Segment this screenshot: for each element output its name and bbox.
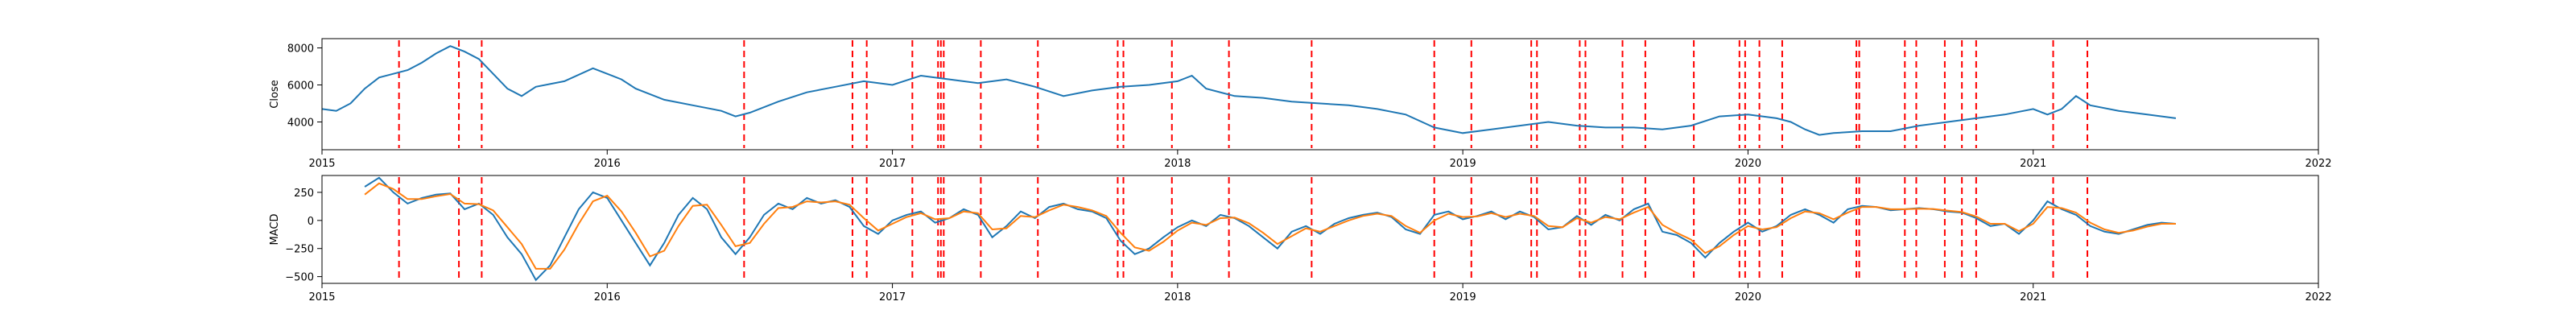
macd-signal-line [364,182,2176,270]
macd-x-tick-label-3: 2018 [1164,291,1191,303]
macd-x-tick-label-1: 2016 [594,291,621,303]
close-y-tick-label-2: 8000 [287,43,314,56]
macd-y-axis-label: MACD [269,214,281,246]
close-y-axis-label: Close [269,80,281,108]
macd-y-tick-label-3: 250 [294,188,314,200]
macd-x-tick-label-6: 2021 [2020,291,2046,303]
close-x-tick-label-5: 2020 [1735,158,1761,170]
close-axes-frame [321,38,2319,151]
macd-y-tick-label-1: −250 [285,244,314,256]
macd-x-tick-label-0: 2015 [308,291,335,303]
close-x-tick-label-6: 2021 [2020,158,2046,170]
macd-y-ticks: −500 −250 0 250 [285,188,322,284]
close-x-tick-label-4: 2019 [1450,158,1476,170]
close-y-ticks: 4000 6000 8000 [287,43,322,130]
macd-panel: −500 −250 0 250 2015 2016 2017 2018 2019 2020 202… [269,175,2332,303]
close-x-tick-label-0: 2015 [308,158,335,170]
close-signal-lines [398,40,2089,148]
close-y-tick-label-1: 6000 [287,80,314,93]
close-x-tick-label-3: 2018 [1164,158,1191,170]
macd-y-tick-label-0: −500 [285,272,314,284]
close-x-tick-label-7: 2022 [2305,158,2331,170]
close-x-tick-label-2: 2017 [879,158,906,170]
macd-x-tick-label-5: 2020 [1735,291,1761,303]
macd-axes-frame [321,175,2319,284]
macd-signal-lines [398,177,2089,282]
close-price-line [321,45,2177,136]
close-price-panel: 4000 6000 8000 2015 2016 2017 2018 2019 2020 202… [269,38,2332,170]
close-y-tick-label-0: 4000 [287,118,314,130]
macd-x-tick-label-2: 2017 [879,291,906,303]
macd-x-tick-label-4: 2019 [1450,291,1476,303]
close-x-tick-label-1: 2016 [594,158,621,170]
macd-x-tick-label-7: 2022 [2305,291,2331,303]
close-x-ticks: 2015 2016 2017 2018 2019 2020 2021 2022 [308,150,2332,170]
macd-y-tick-label-2: 0 [308,216,314,228]
macd-x-ticks: 2015 2016 2017 2018 2019 2020 2021 2022 [308,283,2332,303]
